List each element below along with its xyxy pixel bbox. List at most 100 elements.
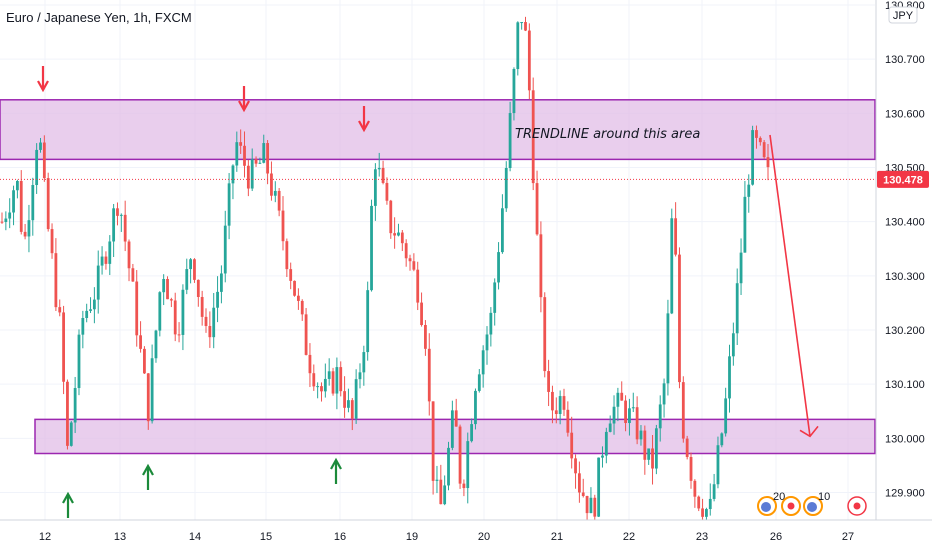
candle-body — [15, 181, 19, 191]
symbol-title: Euro / Japanese Yen, 1h, FXCM — [6, 10, 192, 25]
candle-body — [8, 212, 12, 219]
candle-body — [400, 232, 404, 244]
event-badge-4[interactable] — [847, 496, 867, 516]
candle-body — [654, 428, 658, 469]
sell-arrow[interactable] — [238, 86, 250, 113]
candle-body — [666, 313, 670, 384]
time-axis[interactable]: 12 13 14 15 16 19 20 21 22 23 26 27 — [39, 531, 854, 543]
sell-arrow-head — [37, 80, 49, 93]
candle-body — [474, 390, 477, 425]
last-price-tag-box — [877, 170, 929, 188]
candle-body — [300, 300, 304, 315]
sell-arrow[interactable] — [358, 106, 370, 133]
event-badge-3[interactable]: 10 — [803, 491, 830, 516]
event-badge-2[interactable] — [781, 496, 801, 516]
candle-body — [73, 388, 77, 423]
last-price-tag: 130.478 — [877, 170, 929, 188]
candle-body — [574, 458, 577, 474]
buy-arrow[interactable] — [330, 457, 342, 484]
candle-body — [454, 410, 458, 427]
candle-body — [108, 241, 112, 264]
candle-body — [589, 497, 593, 514]
candle-body — [39, 142, 42, 150]
candle-body — [181, 289, 185, 335]
projection-arrow-head — [799, 425, 819, 438]
candle-body — [501, 208, 504, 253]
candle-body — [243, 145, 246, 166]
candle-body — [608, 423, 612, 432]
candle-body — [735, 283, 739, 334]
candle-body — [447, 447, 450, 486]
candle-body — [158, 292, 162, 331]
candle-body — [628, 408, 631, 424]
candle-body — [200, 296, 204, 317]
candle-body — [196, 279, 200, 297]
candle-body — [266, 143, 269, 174]
candle-body — [385, 182, 389, 201]
candle-body — [246, 165, 250, 189]
candle-body — [716, 445, 720, 485]
candle-body — [481, 350, 485, 375]
candle-body — [58, 307, 62, 313]
candle-body — [593, 497, 597, 517]
projection-arrow[interactable] — [769, 134, 819, 438]
candle-body — [493, 282, 497, 313]
price-axis[interactable]: 130.800130.700130.600130.500130.400130.3… — [885, 0, 925, 500]
currency-badge[interactable]: JPY — [888, 6, 918, 24]
sell-arrow[interactable] — [37, 66, 49, 93]
candle-body — [393, 233, 397, 236]
candle-body — [335, 367, 339, 394]
candle-body — [755, 130, 758, 138]
candle-body — [527, 30, 531, 91]
candle-body — [701, 508, 704, 517]
candle-body — [139, 335, 142, 349]
candle-body — [212, 307, 216, 338]
candle-body — [662, 383, 666, 405]
time-tick-label: 19 — [406, 531, 418, 543]
annotation-arrows-layer — [37, 66, 819, 518]
buy-arrow-head — [330, 457, 342, 470]
candle-body — [524, 22, 527, 31]
zones-layer — [0, 99, 876, 455]
candle-body — [227, 183, 231, 226]
event-badge-1[interactable]: 20 — [757, 491, 785, 516]
candle-body — [239, 142, 243, 146]
time-axis-background — [0, 520, 932, 550]
candle-body — [69, 422, 73, 446]
candle-body — [531, 90, 535, 184]
candle-body — [304, 314, 308, 355]
buy-arrow-head — [62, 491, 74, 504]
resistance-zone[interactable] — [0, 99, 876, 161]
event-dot-icon — [787, 502, 795, 510]
candle-body — [585, 495, 589, 514]
candle-body — [504, 167, 508, 209]
candle-body — [323, 378, 327, 392]
buy-arrow[interactable] — [142, 463, 154, 490]
trendline-annotation[interactable]: TRENDLINE around this area — [515, 127, 700, 142]
candle-body — [724, 398, 728, 434]
candle-body — [289, 269, 293, 281]
candle-body — [189, 259, 193, 270]
candle-body — [0, 221, 4, 223]
candle-body — [89, 309, 92, 311]
candle-body — [185, 269, 189, 290]
candle-body — [258, 162, 262, 164]
candle-body — [458, 426, 462, 484]
candle-body — [373, 169, 377, 206]
candle-body — [747, 184, 751, 197]
event-badge-1-count: 20 — [773, 491, 785, 503]
candle-body — [404, 243, 408, 259]
candle-body — [320, 386, 323, 392]
candle-body — [119, 214, 123, 216]
candle-body — [96, 265, 100, 300]
candle-body — [420, 302, 423, 326]
last-price-label: 130.478 — [883, 174, 923, 186]
candle-body — [173, 300, 177, 335]
candle-body — [270, 173, 273, 196]
candle-body — [470, 424, 474, 442]
candle-body — [708, 498, 712, 510]
candle-body — [739, 252, 743, 284]
price-tick-label: 130.100 — [885, 379, 925, 391]
buy-arrow[interactable] — [62, 491, 74, 518]
